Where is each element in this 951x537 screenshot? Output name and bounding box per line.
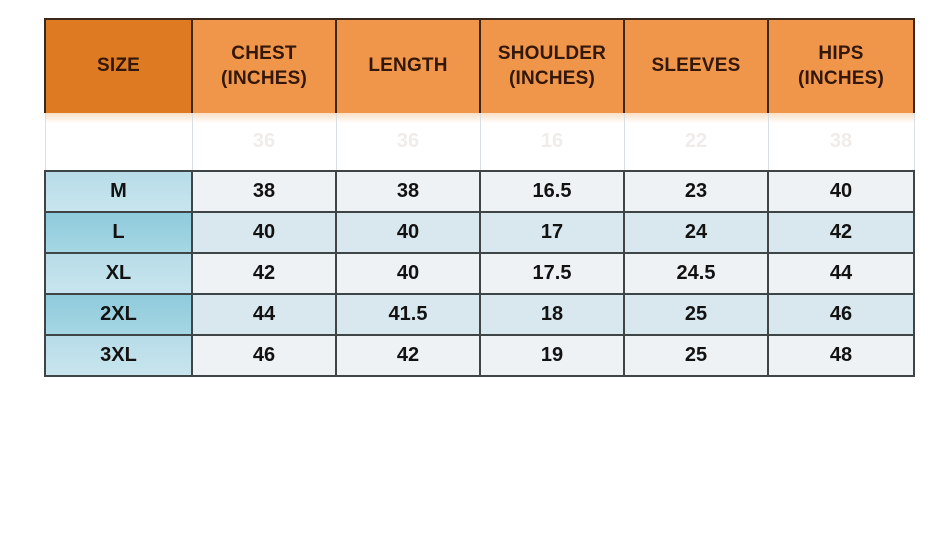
faded-cell-hips: 38	[767, 113, 915, 172]
table-row-m: M 38 38 16.5 23 40	[44, 170, 915, 213]
cell-size: 2XL	[44, 293, 193, 336]
cell-size: XL	[44, 252, 193, 295]
faded-cell-shoulder: 16	[479, 113, 625, 172]
cell-shoulder: 17.5	[479, 252, 625, 295]
table-row-3xl: 3XL 46 42 19 25 48	[44, 334, 915, 377]
cell-chest: 38	[191, 170, 337, 213]
cell-length: 38	[335, 170, 481, 213]
cell-size: L	[44, 211, 193, 254]
cell-length: 40	[335, 252, 481, 295]
cell-length: 42	[335, 334, 481, 377]
column-header-shoulder: SHOULDER (INCHES)	[479, 18, 625, 113]
cell-chest: 40	[191, 211, 337, 254]
cell-chest: 42	[191, 252, 337, 295]
table-row-l: L 40 40 17 24 42	[44, 211, 915, 254]
cell-shoulder: 19	[479, 334, 625, 377]
cell-shoulder: 18	[479, 293, 625, 336]
cell-sleeves: 25	[623, 334, 769, 377]
size-chart-table: SIZE CHEST (INCHES) LENGTH SHOULDER (INC…	[44, 18, 915, 377]
faded-row: 36 36 16 22 38	[44, 113, 915, 172]
column-header-length: LENGTH	[335, 18, 481, 113]
column-header-size: SIZE	[44, 18, 193, 113]
faded-cell-sleeves: 22	[623, 113, 769, 172]
cell-shoulder: 17	[479, 211, 625, 254]
cell-size: M	[44, 170, 193, 213]
table-row-2xl: 2XL 44 41.5 18 25 46	[44, 293, 915, 336]
cell-length: 40	[335, 211, 481, 254]
faded-cell-size	[44, 113, 193, 172]
cell-sleeves: 23	[623, 170, 769, 213]
cell-hips: 40	[767, 170, 915, 213]
column-header-hips: HIPS (INCHES)	[767, 18, 915, 113]
table-row-xl: XL 42 40 17.5 24.5 44	[44, 252, 915, 295]
cell-sleeves: 24	[623, 211, 769, 254]
cell-hips: 42	[767, 211, 915, 254]
header-row: SIZE CHEST (INCHES) LENGTH SHOULDER (INC…	[44, 18, 915, 113]
cell-hips: 46	[767, 293, 915, 336]
column-header-sleeves: SLEEVES	[623, 18, 769, 113]
cell-hips: 44	[767, 252, 915, 295]
cell-hips: 48	[767, 334, 915, 377]
cell-chest: 46	[191, 334, 337, 377]
cell-length: 41.5	[335, 293, 481, 336]
faded-cell-chest: 36	[191, 113, 337, 172]
cell-size: 3XL	[44, 334, 193, 377]
column-header-chest: CHEST (INCHES)	[191, 18, 337, 113]
cell-shoulder: 16.5	[479, 170, 625, 213]
cell-sleeves: 25	[623, 293, 769, 336]
cell-chest: 44	[191, 293, 337, 336]
cell-sleeves: 24.5	[623, 252, 769, 295]
faded-cell-length: 36	[335, 113, 481, 172]
